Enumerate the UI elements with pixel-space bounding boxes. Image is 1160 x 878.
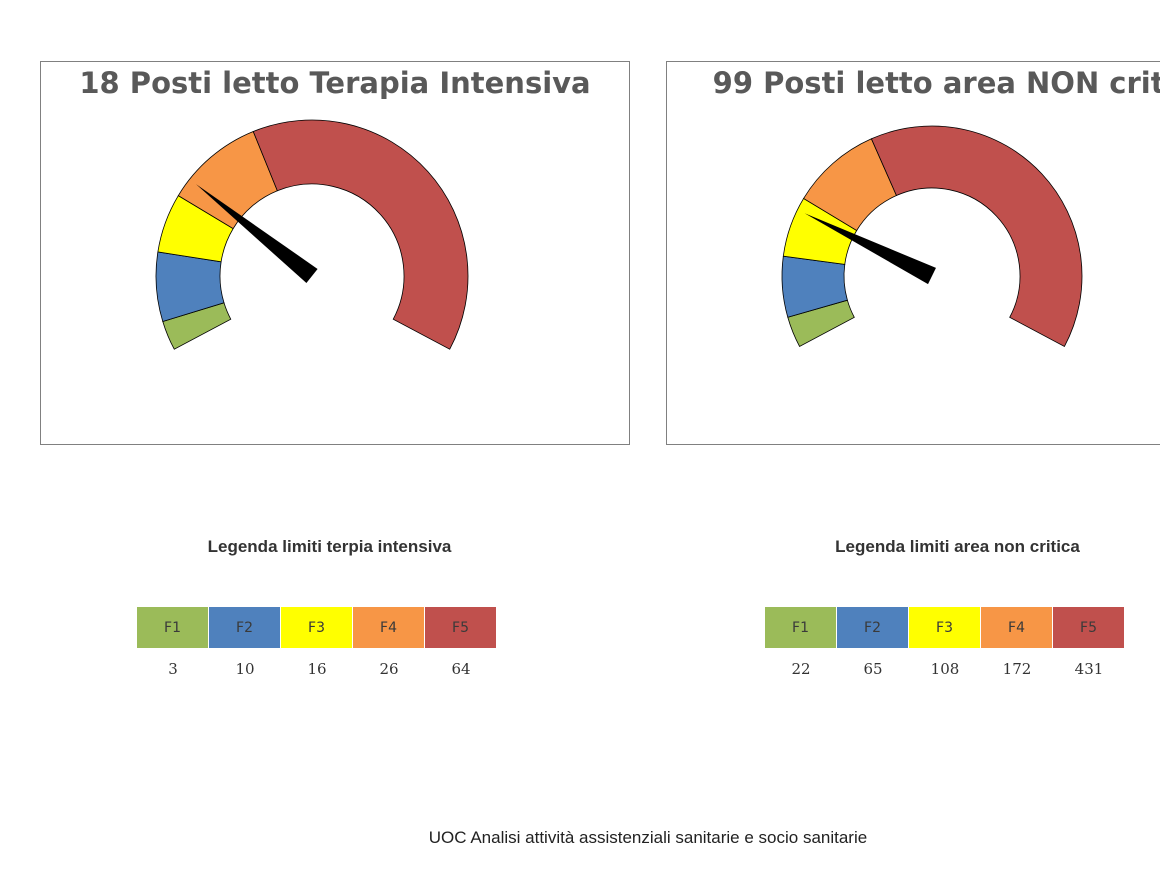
gauge-svg <box>781 125 1083 347</box>
gauge-band-f5 <box>252 119 469 350</box>
gauge-band-f5 <box>870 125 1083 347</box>
legend-title-area-non-critica: Legenda limiti area non critica <box>835 537 1080 556</box>
legend-value-f5: 64 <box>451 660 471 678</box>
legend-cell-f3: F3 <box>909 607 981 648</box>
legend-title-terapia-intensiva: Legenda limiti terpia intensiva <box>207 537 452 556</box>
legend-cell-f5: F5 <box>425 607 497 648</box>
chart-title: 18 Posti letto Terapia Intensiva <box>79 66 591 100</box>
legend-cell-f3: F3 <box>281 607 353 648</box>
gauge-svg <box>155 119 469 350</box>
gauge-chart-area-non-critica: 99 Posti letto area NON critica <box>666 61 1160 445</box>
legend-cell-f4: F4 <box>981 607 1053 648</box>
legend-value-f4: 172 <box>1002 660 1032 678</box>
gauge-chart-terapia-intensiva: 18 Posti letto Terapia Intensiva <box>40 61 630 445</box>
legend-values-area-non-critica: 22 65 108 172 431 <box>765 660 1125 678</box>
legend-value-f3: 16 <box>307 660 327 678</box>
legend-cell-f2: F2 <box>209 607 281 648</box>
legend-value-f1: 22 <box>791 660 811 678</box>
legend-cell-f4: F4 <box>353 607 425 648</box>
legend-cell-f1: F1 <box>137 607 209 648</box>
gauge-needle <box>195 184 318 284</box>
legend-value-f2: 65 <box>863 660 883 678</box>
legend-value-f4: 26 <box>379 660 399 678</box>
footer-text: UOC Analisi attività assistenziali sanit… <box>428 828 868 847</box>
legend-value-f5: 431 <box>1074 660 1104 678</box>
legend-cell-f2: F2 <box>837 607 909 648</box>
legend-value-f2: 10 <box>235 660 255 678</box>
legend-table-area-non-critica: F1 F2 F3 F4 F5 <box>765 607 1125 648</box>
legend-cell-f5: F5 <box>1053 607 1125 648</box>
legend-value-f3: 108 <box>930 660 960 678</box>
gauge-needle <box>804 213 936 285</box>
legend-values-terapia-intensiva: 3 10 16 26 64 <box>137 660 497 678</box>
chart-title: 99 Posti letto area NON critica <box>712 66 1160 100</box>
legend-value-f1: 3 <box>168 660 178 678</box>
legend-table-terapia-intensiva: F1 F2 F3 F4 F5 <box>137 607 497 648</box>
legend-cell-f1: F1 <box>765 607 837 648</box>
